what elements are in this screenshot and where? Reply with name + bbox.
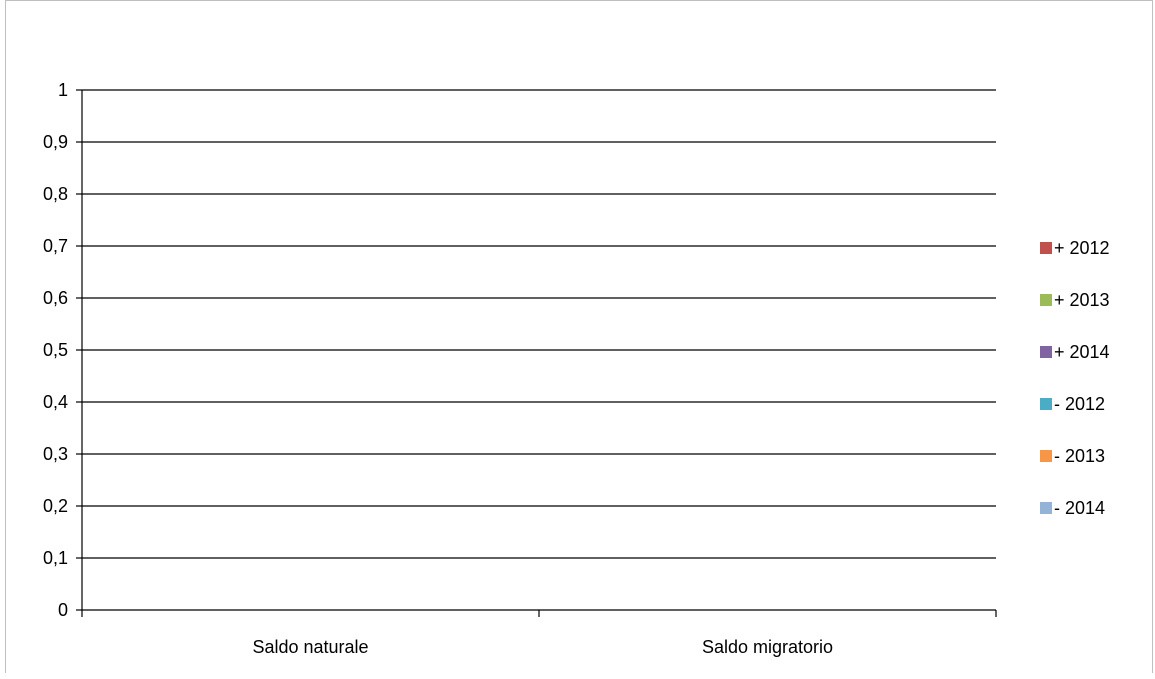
chart-area: 0 0,1 0,2 0,3 0,4 0,5 0,6 0,7 0,8 0,9 1 Saldo natu…	[5, 0, 1153, 673]
legend-swatch	[1040, 242, 1052, 254]
x-tick-label: Saldo naturale	[252, 637, 368, 657]
y-tick-label: 0,5	[43, 340, 68, 360]
y-tick-label: 0	[58, 600, 68, 620]
legend-swatch	[1040, 294, 1052, 306]
x-tick-label: Saldo migratorio	[702, 637, 833, 657]
x-axis: Saldo naturale Saldo migratorio	[81, 610, 997, 657]
y-tick-label: 0,8	[43, 184, 68, 204]
y-tick-label: 0,6	[43, 288, 68, 308]
y-tick-label: 1	[58, 80, 68, 100]
legend-label: + 2013	[1054, 290, 1110, 310]
legend-label: + 2014	[1054, 342, 1110, 362]
legend-label: - 2014	[1054, 498, 1105, 518]
legend-label: + 2012	[1054, 238, 1110, 258]
legend-swatch	[1040, 450, 1052, 462]
legend-swatch	[1040, 502, 1052, 514]
y-axis-ticks: 0 0,1 0,2 0,3 0,4 0,5 0,6 0,7 0,8 0,9 1	[43, 80, 82, 620]
y-tick-label: 0,2	[43, 496, 68, 516]
y-tick-label: 0,9	[43, 132, 68, 152]
chart-svg: 0 0,1 0,2 0,3 0,4 0,5 0,6 0,7 0,8 0,9 1 Saldo natu…	[43, 80, 1110, 657]
y-tick-label: 0,3	[43, 444, 68, 464]
y-tick-label: 0,1	[43, 548, 68, 568]
gridlines	[81, 89, 996, 611]
legend-swatch	[1040, 398, 1052, 410]
y-tick-label: 0,4	[43, 392, 68, 412]
y-tick-label: 0,7	[43, 236, 68, 256]
legend-label: - 2013	[1054, 446, 1105, 466]
legend-swatch	[1040, 346, 1052, 358]
legend-label: - 2012	[1054, 394, 1105, 414]
legend: + 2012 + 2013 + 2014 - 2012 - 2013 - 2014	[1040, 238, 1110, 518]
